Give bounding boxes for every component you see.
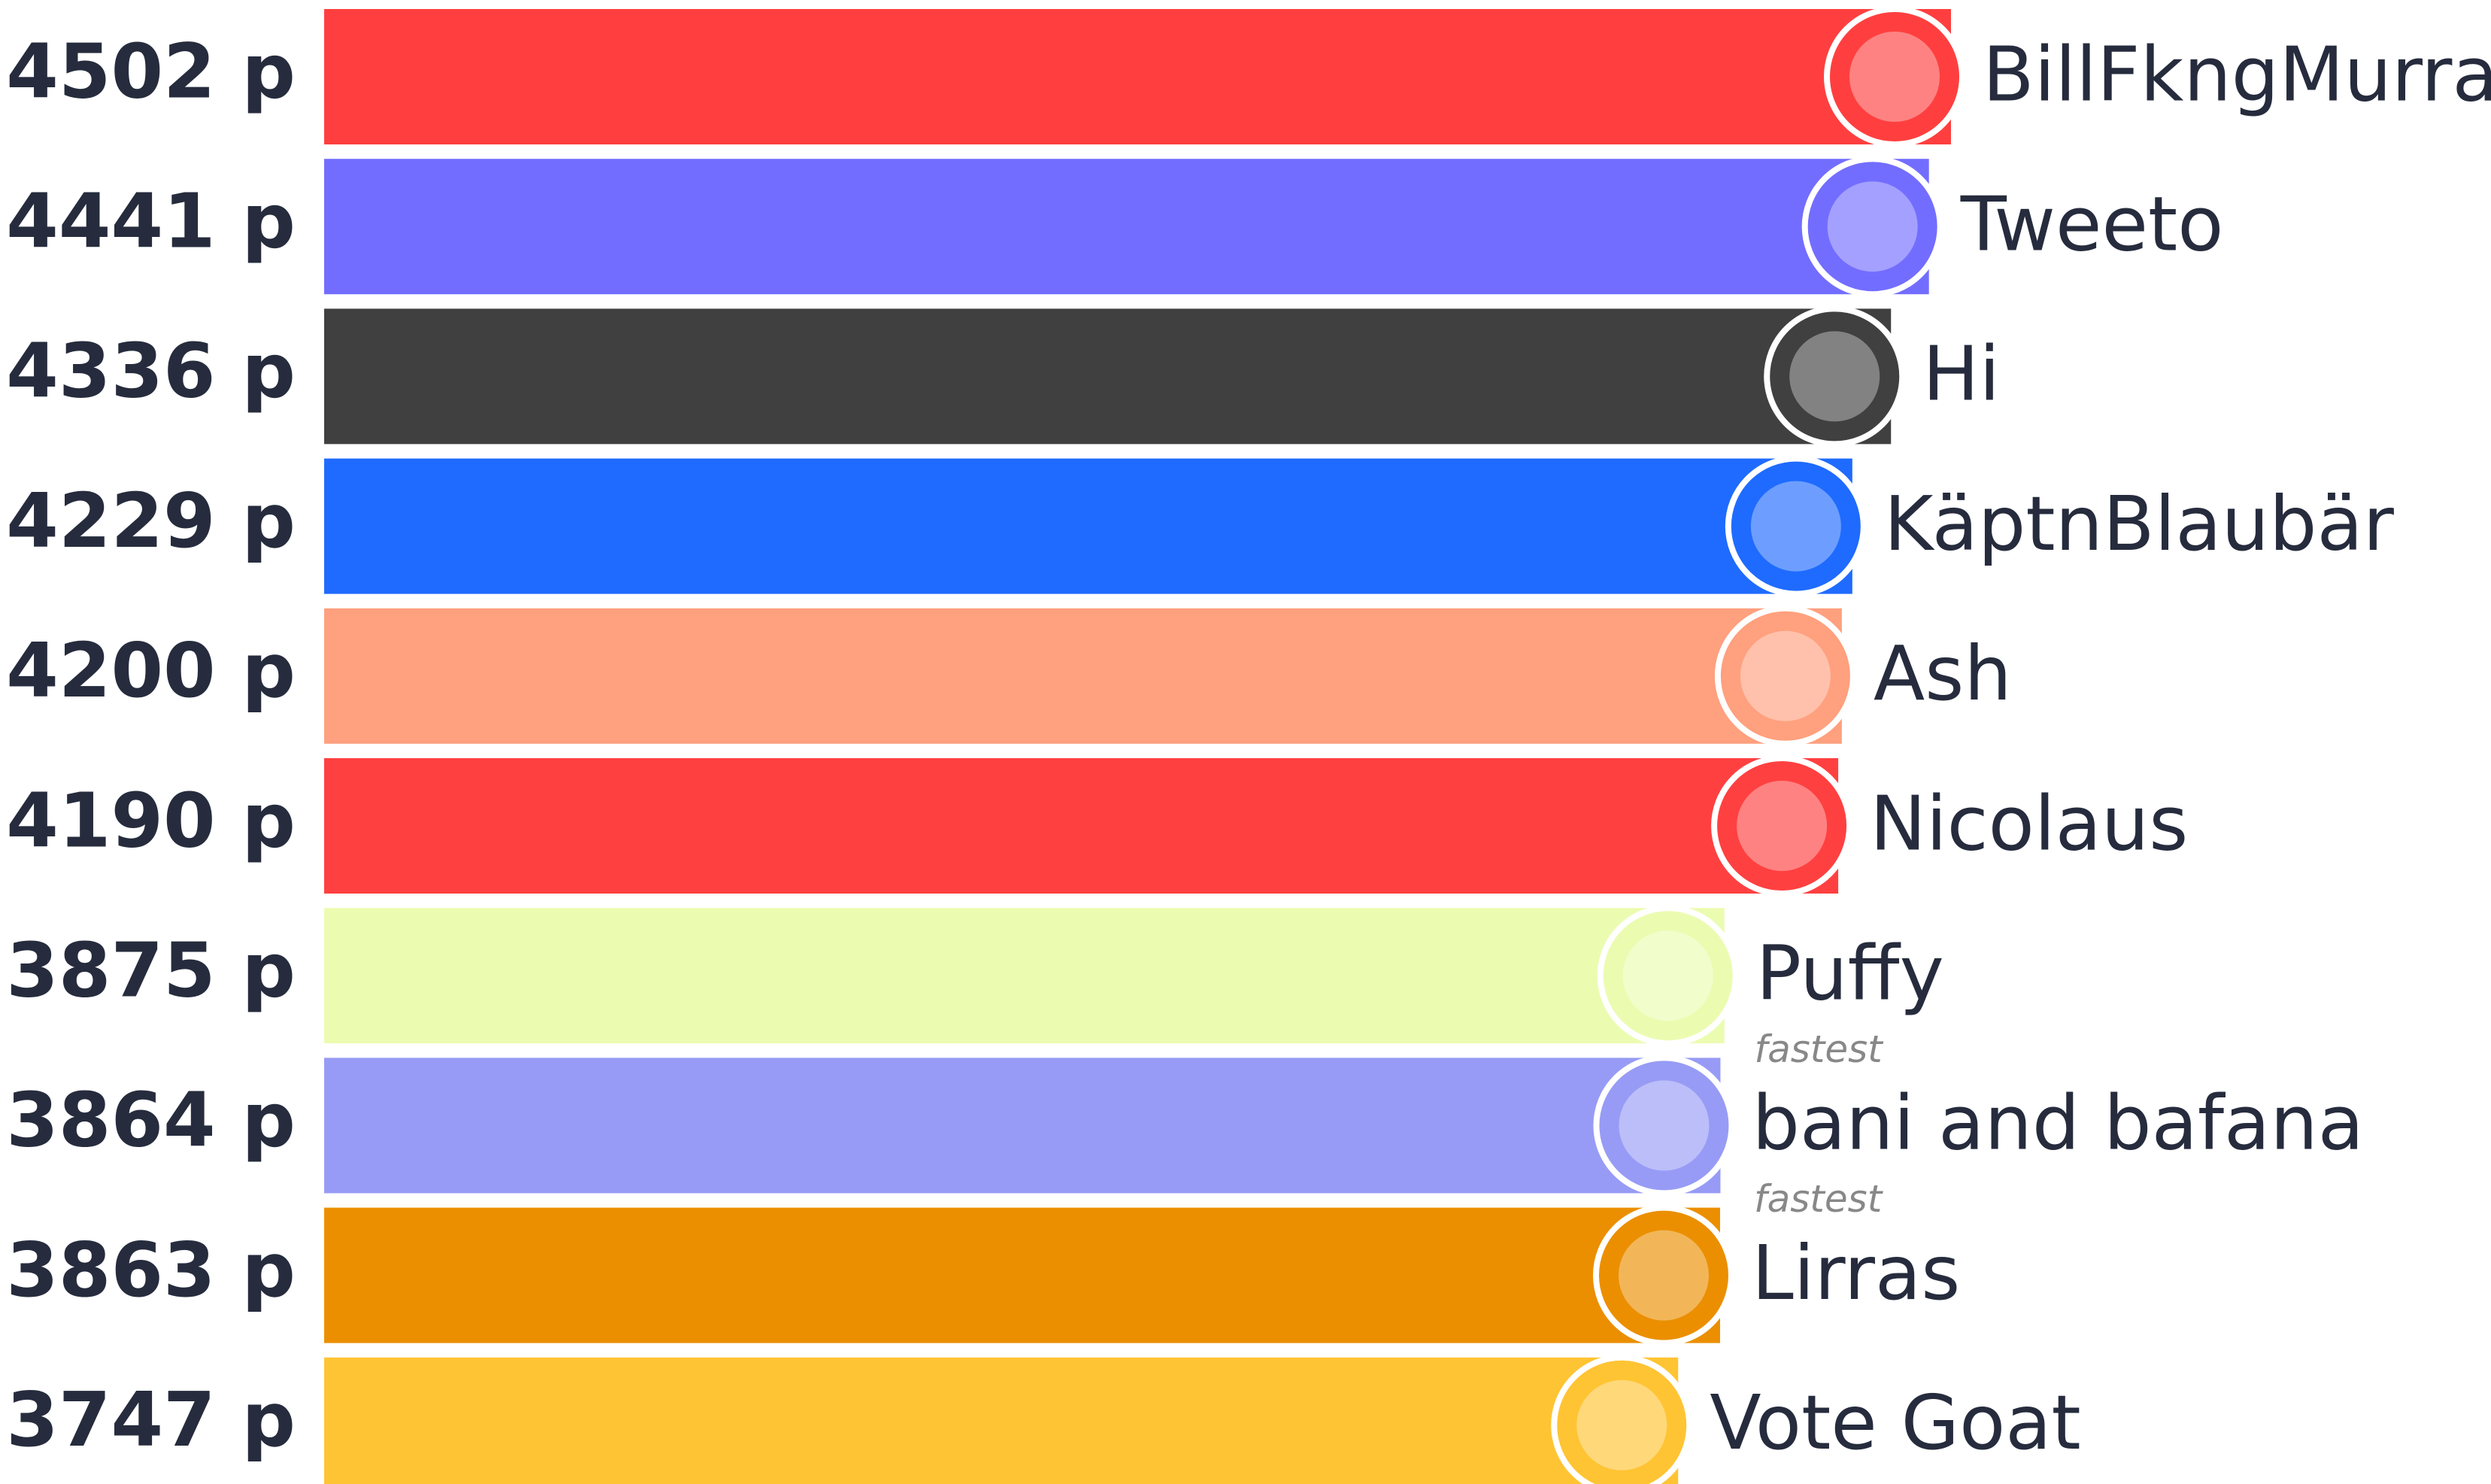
badge: fastest [1754, 1027, 1884, 1071]
bar [324, 1058, 1721, 1194]
player-name: Ash [1874, 630, 2012, 718]
score-label: 4229 p [6, 477, 296, 565]
avatar [1593, 1055, 1735, 1197]
score-label: 3875 p [6, 927, 296, 1015]
avatar [1551, 1354, 1693, 1484]
avatar [1714, 605, 1856, 747]
avatar-face [1618, 1230, 1709, 1321]
avatar [1592, 1204, 1734, 1346]
avatar [1725, 455, 1867, 597]
bar [324, 458, 1852, 594]
bar [324, 9, 1951, 144]
avatar-face [1849, 32, 1940, 122]
avatar-face [1740, 630, 1831, 721]
score-label: 4200 p [6, 627, 296, 715]
score-label: 4502 p [6, 27, 296, 115]
bar [324, 758, 1839, 894]
score-label: 3864 p [6, 1076, 296, 1164]
avatar-face [1619, 1080, 1710, 1171]
score-label: 4190 p [6, 776, 296, 864]
avatar [1711, 755, 1853, 897]
player-name: Puffy [1756, 930, 1944, 1018]
player-name: Hi [1922, 330, 2000, 418]
avatar-face [1576, 1379, 1667, 1470]
score-label: 3863 p [6, 1226, 296, 1314]
avatar-face [1827, 181, 1918, 272]
avatar [1824, 6, 1965, 147]
player-name: BillFkngMurray [1983, 30, 2491, 118]
avatar [1801, 156, 1943, 298]
score-label: 4441 p [6, 178, 296, 266]
avatar-face [1622, 930, 1713, 1021]
player-name: Vote Goat [1710, 1379, 2081, 1467]
player-name: KäptnBlaubär [1884, 480, 2395, 568]
bar [324, 908, 1725, 1044]
player-name: Lirras [1752, 1229, 1960, 1317]
avatar-face [1750, 481, 1841, 572]
bar [324, 1207, 1720, 1343]
bar [324, 1357, 1679, 1484]
player-name: Nicolaus [1870, 779, 2188, 867]
bar [324, 608, 1842, 744]
player-name: bani and bafana [1752, 1079, 2364, 1167]
avatar-face [1737, 781, 1828, 871]
bar [324, 308, 1892, 445]
score-label: 3747 p [6, 1376, 296, 1464]
badge: fastest [1754, 1177, 1884, 1221]
score-label: 4336 p [6, 327, 296, 415]
player-name: Tweeto [1960, 181, 2224, 269]
avatar-face [1789, 331, 1880, 422]
bar [324, 159, 1929, 295]
avatar [1764, 305, 1906, 448]
avatar [1597, 905, 1739, 1047]
